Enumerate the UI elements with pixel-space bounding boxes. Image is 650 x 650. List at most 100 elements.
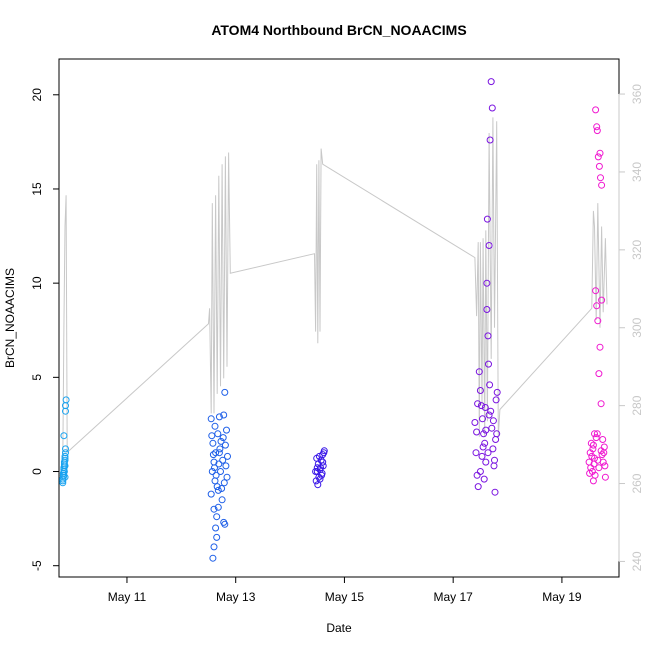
data-point xyxy=(221,388,229,396)
x-tick-label: May 11 xyxy=(108,590,147,604)
data-point xyxy=(217,468,224,475)
data-point xyxy=(483,215,491,223)
data-point xyxy=(594,317,602,325)
data-point xyxy=(213,533,221,541)
series-flight-2 xyxy=(207,388,231,562)
data-point xyxy=(61,462,69,470)
data-point xyxy=(595,464,603,472)
data-point xyxy=(213,513,221,521)
data-point xyxy=(598,451,606,459)
data-point xyxy=(596,149,604,157)
data-point xyxy=(493,388,501,396)
data-point xyxy=(215,413,223,421)
y-tick-label: 15 xyxy=(30,182,44,196)
data-point xyxy=(479,443,487,451)
data-point xyxy=(490,462,498,470)
data-point xyxy=(489,445,497,453)
data-point xyxy=(476,387,484,394)
data-point xyxy=(591,430,598,438)
data-point xyxy=(487,407,495,415)
data-point xyxy=(481,404,489,411)
data-point xyxy=(320,447,328,455)
data-point xyxy=(314,481,322,489)
data-point xyxy=(313,464,321,472)
data-point xyxy=(62,449,69,457)
data-point xyxy=(482,458,490,466)
chart-title: ATOM4 Northbound BrCN_NOAACIMS xyxy=(211,22,466,38)
data-point xyxy=(209,439,217,447)
data-point xyxy=(218,496,226,504)
data-point xyxy=(484,332,492,340)
data-point xyxy=(219,434,227,442)
data-point xyxy=(60,432,68,440)
data-point xyxy=(210,543,218,551)
data-point xyxy=(476,468,484,475)
y2-tick-label: 360 xyxy=(630,84,644,104)
data-point xyxy=(493,430,501,438)
y2-tick-label: 260 xyxy=(630,473,644,493)
data-point xyxy=(482,426,490,434)
data-point xyxy=(598,296,606,304)
y-axis: -5 0 5 10 15 20 xyxy=(30,88,59,571)
data-point xyxy=(211,477,219,485)
y2-tick-label: 240 xyxy=(630,551,644,571)
y-tick-label: 0 xyxy=(30,468,44,475)
data-point xyxy=(316,475,324,483)
data-point xyxy=(211,464,218,472)
data-point xyxy=(489,417,497,425)
data-point xyxy=(600,443,608,451)
data-point xyxy=(492,436,500,443)
data-point xyxy=(207,415,215,423)
data-point xyxy=(597,400,605,408)
data-point xyxy=(483,306,491,313)
data-point xyxy=(480,475,488,483)
data-point xyxy=(485,411,493,419)
y2-tick-label: 300 xyxy=(630,317,644,337)
x-tick-label: May 15 xyxy=(325,590,365,604)
data-point xyxy=(589,445,597,453)
data-point xyxy=(589,477,597,485)
data-point xyxy=(472,449,480,457)
data-point xyxy=(217,437,225,445)
data-point xyxy=(208,468,216,475)
x-axis: May 11 May 13 May 15 May 17 May 19 xyxy=(108,577,582,604)
data-point xyxy=(593,123,601,131)
data-point xyxy=(478,452,486,460)
data-point xyxy=(595,370,603,378)
data-point xyxy=(209,451,217,459)
data-point xyxy=(221,441,229,449)
data-point xyxy=(474,483,482,491)
data-point xyxy=(488,424,496,432)
data-point xyxy=(599,436,607,443)
data-point xyxy=(220,411,228,419)
data-point xyxy=(474,400,482,408)
data-point xyxy=(214,430,222,438)
data-point xyxy=(477,402,485,410)
y-tick-label: 5 xyxy=(30,374,44,381)
data-points xyxy=(59,78,609,562)
data-point xyxy=(485,242,493,249)
secondary-y-axis: 240 260 280 300 320 340 360 xyxy=(618,84,644,571)
x-tick-label: May 19 xyxy=(542,590,582,604)
data-point xyxy=(212,449,220,457)
altitude-trace xyxy=(62,117,608,461)
data-point xyxy=(209,554,217,562)
data-point xyxy=(208,432,216,440)
data-point xyxy=(210,505,218,513)
data-point xyxy=(221,520,229,528)
data-point xyxy=(594,153,602,161)
data-point xyxy=(479,415,486,423)
data-point xyxy=(587,464,595,472)
data-point xyxy=(484,449,492,457)
y-tick-label: 10 xyxy=(30,276,44,290)
data-point xyxy=(218,485,226,492)
data-point xyxy=(312,468,320,475)
data-point xyxy=(313,454,321,462)
data-point xyxy=(223,473,231,481)
data-point xyxy=(222,462,230,470)
series-flight-5 xyxy=(585,106,609,485)
y2-tick-label: 340 xyxy=(630,162,644,182)
data-point xyxy=(491,488,499,496)
data-point xyxy=(592,434,600,442)
data-point xyxy=(319,458,327,466)
